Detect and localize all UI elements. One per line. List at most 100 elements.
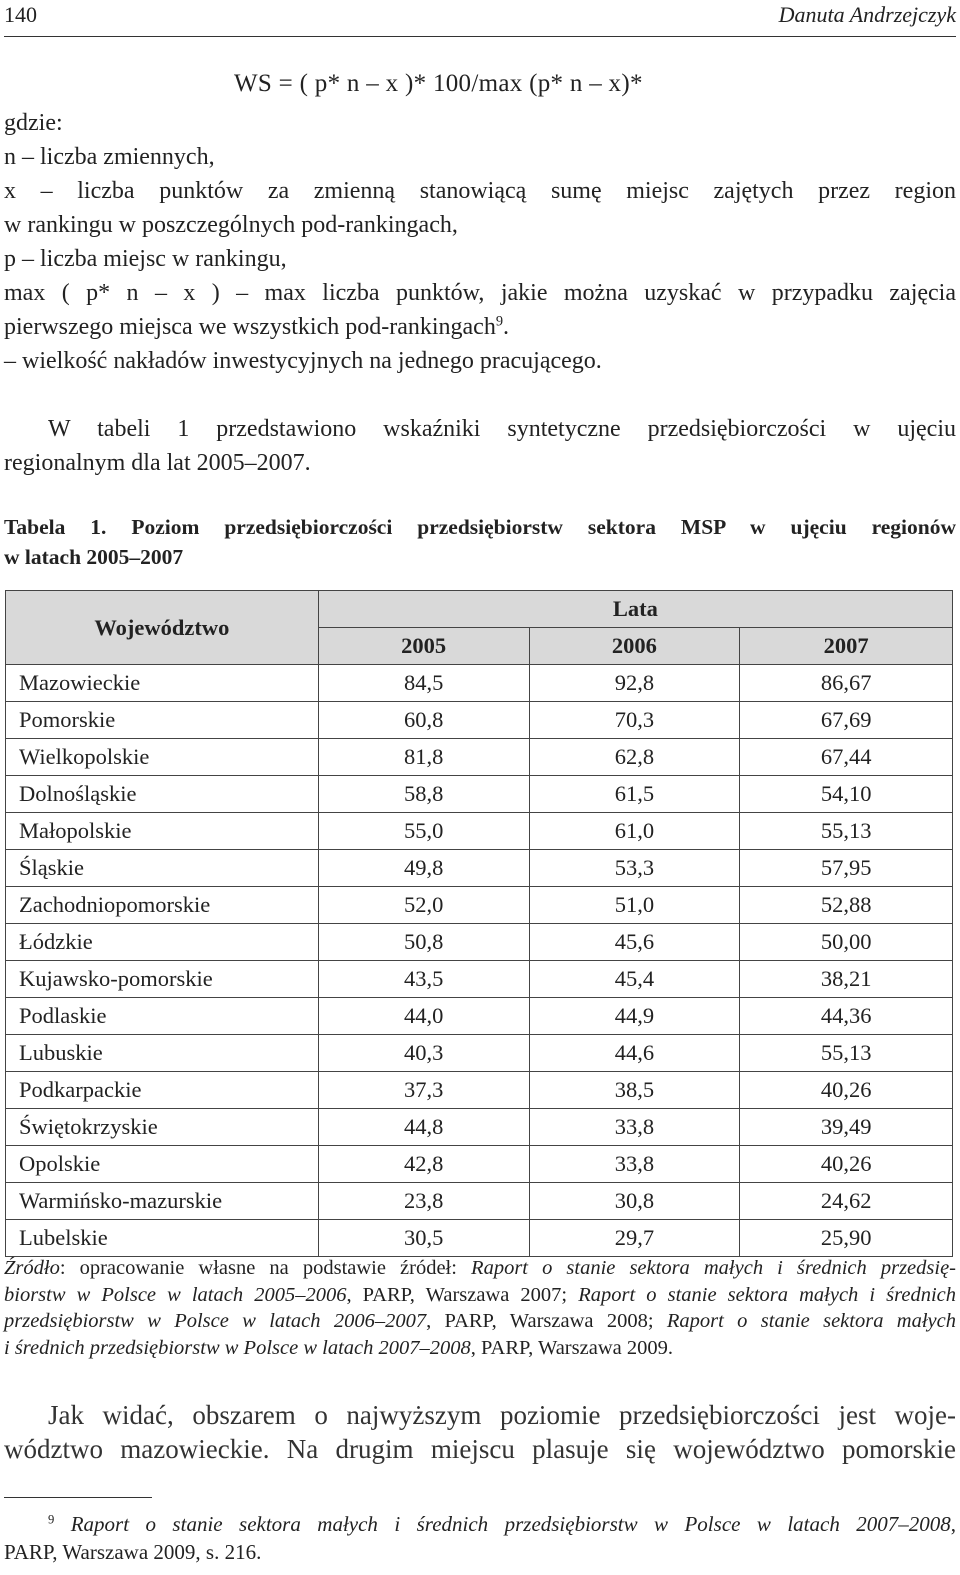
table-row: Podkarpackie 37,3 38,5 40,26: [5, 1071, 953, 1109]
caption-line: w latach 2005–2007: [4, 545, 184, 569]
footnote: 9 Raport o stanie sektora małych i średn…: [4, 1510, 956, 1566]
table-row: Zachodniopomorskie 52,0 51,0 52,88: [5, 886, 953, 924]
source-text: , PARP, Warszawa 2009.: [470, 1336, 673, 1359]
value-cell: 67,44: [739, 738, 953, 776]
year-header: 2007: [739, 627, 953, 665]
region-cell: Świętokrzyskie: [5, 1108, 319, 1146]
value-cell: 52,88: [739, 886, 953, 924]
value-cell: 84,5: [317, 664, 530, 702]
region-cell: Zachodniopomorskie: [5, 886, 319, 924]
year-header: 2006: [528, 627, 741, 665]
table-row: Mazowieckie 84,5 92,8 86,67: [5, 664, 953, 702]
value-cell: 24,62: [739, 1182, 953, 1220]
table-row: Pomorskie 60,8 70,3 67,69: [5, 701, 953, 739]
definition-line: max ( p* n – x ) – max liczba punktów, j…: [4, 280, 956, 306]
value-cell: 61,5: [528, 775, 741, 813]
definition-line: pierwszego miejsca we wszystkich pod-ran…: [4, 310, 956, 344]
region-cell: Wielkopolskie: [5, 738, 319, 776]
region-cell: Małopolskie: [5, 812, 319, 850]
definition-line: n – liczba zmiennych,: [4, 144, 215, 170]
value-cell: 62,8: [528, 738, 741, 776]
footnote-number: 9: [48, 1512, 55, 1527]
region-column-header: Województwo: [5, 590, 319, 665]
value-cell: 29,7: [528, 1219, 741, 1257]
value-cell: 37,3: [317, 1071, 530, 1109]
table-row: Śląskie 49,8 53,3 57,95: [5, 849, 953, 887]
source-line: przedsiębiorstw w Polsce w latach 2006–2…: [4, 1308, 956, 1335]
source-title: Raport o stanie sektora małych i średnic…: [471, 1257, 956, 1279]
region-cell: Podkarpackie: [5, 1071, 319, 1109]
value-cell: 44,36: [739, 997, 953, 1035]
region-cell: Śląskie: [5, 849, 319, 887]
value-cell: 45,4: [528, 960, 741, 998]
definition-text: pierwszego miejsca we wszystkich pod-ran…: [4, 314, 496, 340]
footnote-title: Raport o stanie sektora małych i średnic…: [70, 1512, 951, 1536]
table-row: Warmińsko-mazurskie 23,8 30,8 24,62: [5, 1182, 953, 1220]
region-cell: Łódzkie: [5, 923, 319, 961]
value-cell: 38,21: [739, 960, 953, 998]
region-cell: Opolskie: [5, 1145, 319, 1183]
source-title: Raport o stanie sektora małych: [666, 1310, 956, 1332]
data-table: Województwo Lata 2005 2006 2007 Mazowiec…: [5, 590, 954, 1257]
table-row: Małopolskie 55,0 61,0 55,13: [5, 812, 953, 850]
value-cell: 40,3: [317, 1034, 530, 1072]
value-cell: 55,13: [739, 812, 953, 850]
value-cell: 67,69: [739, 701, 953, 739]
region-cell: Pomorskie: [5, 701, 319, 739]
definition-line: p – liczba miejsc w rankingu,: [4, 246, 287, 272]
year-header: 2005: [317, 627, 530, 665]
region-cell: Mazowieckie: [5, 664, 319, 702]
paragraph-line: regionalnym dla lat 2005–2007.: [4, 450, 311, 476]
source-title: przedsiębiorstw w Polsce w latach 2006–2…: [4, 1310, 427, 1332]
table-row: Podlaskie 44,0 44,9 44,36: [5, 997, 953, 1035]
definitions-intro: gdzie:: [4, 110, 63, 136]
region-cell: Lubuskie: [5, 1034, 319, 1072]
running-header: 140 Danuta Andrzejczyk: [4, 0, 956, 37]
region-cell: Podlaskie: [5, 997, 319, 1035]
table-row: Łódzkie 50,8 45,6 50,00: [5, 923, 953, 961]
region-cell: Lubelskie: [5, 1219, 319, 1257]
value-cell: 51,0: [528, 886, 741, 924]
value-cell: 44,8: [317, 1108, 530, 1146]
value-cell: 30,8: [528, 1182, 741, 1220]
definition-line: x – liczba punktów za zmienną stanowiącą…: [4, 178, 956, 204]
value-cell: 40,26: [739, 1145, 953, 1183]
source-line: Źródło: opracowanie własne na podstawie …: [4, 1255, 956, 1282]
footnote-ref[interactable]: 9: [495, 313, 504, 330]
closing-paragraph: Jak widać, obszarem o najwyższym poziomi…: [4, 1398, 956, 1466]
running-author: Danuta Andrzejczyk: [778, 2, 956, 27]
table-row: Kujawsko-pomorskie 43,5 45,4 38,21: [5, 960, 953, 998]
value-cell: 44,6: [528, 1034, 741, 1072]
value-cell: 70,3: [528, 701, 741, 739]
region-cell: Kujawsko-pomorskie: [5, 960, 319, 998]
value-cell: 25,90: [739, 1219, 953, 1257]
value-cell: 55,13: [739, 1034, 953, 1072]
source-line: biorstw w Polsce w latach 2005–2006, PAR…: [4, 1282, 956, 1309]
value-cell: 45,6: [528, 923, 741, 961]
table-row: Lubelskie 30,5 29,7 25,90: [5, 1219, 953, 1257]
value-cell: 40,26: [739, 1071, 953, 1109]
value-cell: 54,10: [739, 775, 953, 813]
source-text: , PARP, Warszawa 2008;: [426, 1310, 667, 1332]
region-cell: Dolnośląskie: [5, 775, 319, 813]
value-cell: 53,3: [528, 849, 741, 887]
value-cell: 43,5: [317, 960, 530, 998]
value-cell: 58,8: [317, 775, 530, 813]
value-cell: 55,0: [317, 812, 530, 850]
source-title: i średnich przedsiębiorstw w Polsce w la…: [4, 1336, 471, 1359]
paragraph-line: W tabeli 1 przedstawiono wskaźniki synte…: [48, 416, 956, 442]
source-text: , PARP, Warszawa 2007;: [346, 1283, 579, 1306]
footnote-line: PARP, Warszawa 2009, s. 216.: [4, 1540, 262, 1564]
value-cell: 49,8: [317, 849, 530, 887]
table-caption: Tabela 1. Poziom przedsiębiorczości prze…: [4, 512, 956, 572]
value-cell: 50,8: [317, 923, 530, 961]
table-row: Lubuskie 40,3 44,6 55,13: [5, 1034, 953, 1072]
value-cell: 44,9: [528, 997, 741, 1035]
value-cell: 50,00: [739, 923, 953, 961]
page-number: 140: [4, 2, 37, 27]
value-cell: 57,95: [739, 849, 953, 887]
definition-period: .: [503, 314, 510, 340]
value-cell: 33,8: [528, 1108, 741, 1146]
source-title: Raport o stanie sektora małych i średnic…: [578, 1283, 957, 1306]
table-row: Wielkopolskie 81,8 62,8 67,44: [5, 738, 953, 776]
